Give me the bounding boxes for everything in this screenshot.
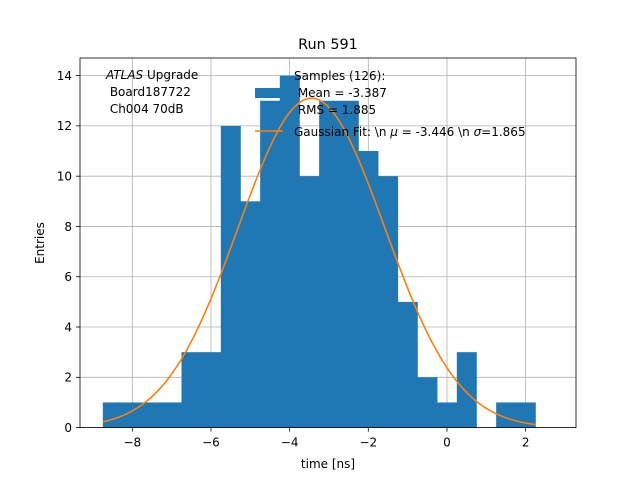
x-tick-label: 0: [443, 436, 451, 450]
x-tick-label: 2: [522, 436, 530, 450]
annotation-line-3: Ch004 70dB: [106, 102, 184, 116]
y-tick-label: 10: [57, 169, 72, 183]
y-tick-label: 14: [57, 69, 72, 83]
legend-mean-label: Mean = -3.387: [294, 86, 387, 100]
legend-mu-value: = -3.446 \n: [398, 125, 474, 139]
legend-mu-symbol: μ: [389, 125, 398, 139]
annotation-line-2: Board187722: [106, 85, 191, 99]
histogram-bar: [299, 176, 319, 427]
histogram-bar: [339, 101, 359, 428]
legend-histogram-swatch: [255, 88, 283, 98]
x-axis-ticks: −8 −6 −4 −2 0 2: [123, 428, 529, 450]
histogram-bar: [260, 101, 280, 428]
x-tick-label: −4: [281, 436, 299, 450]
histogram-bar: [319, 101, 339, 428]
legend-samples-label: Samples (126):: [294, 69, 385, 83]
histogram-bar: [457, 352, 477, 427]
annotation-line-1: ATLAS Upgrade: [105, 68, 198, 82]
legend-fit-label: Gaussian Fit: \n μ = -3.446 \n σ=1.865: [294, 125, 526, 139]
histogram-bar: [240, 201, 260, 427]
histogram-bar: [358, 151, 378, 428]
upgrade-label: Upgrade: [143, 68, 198, 82]
histogram-bar: [142, 402, 162, 427]
y-tick-label: 0: [64, 421, 72, 435]
y-axis-label: Entries: [33, 222, 47, 264]
legend-fit-prefix: Gaussian Fit: \n: [294, 125, 390, 139]
histogram-bar: [378, 176, 398, 427]
histogram-bar: [417, 377, 437, 427]
x-tick-label: −2: [359, 436, 377, 450]
histogram-bar: [103, 402, 123, 427]
y-tick-label: 2: [64, 371, 72, 385]
y-tick-label: 12: [57, 119, 72, 133]
y-tick-label: 4: [64, 320, 72, 334]
histogram-bar: [437, 402, 457, 427]
histogram-bar: [201, 352, 221, 427]
histogram-bar: [181, 352, 201, 427]
x-tick-label: −6: [202, 436, 220, 450]
y-tick-label: 6: [64, 270, 72, 284]
histogram-bar: [221, 126, 241, 428]
y-axis-ticks: 0 2 4 6 8 10 12 14: [57, 69, 80, 435]
legend: Samples (126): Mean = -3.387 RMS = 1.885…: [255, 69, 526, 139]
y-tick-label: 8: [64, 220, 72, 234]
atlas-label: ATLAS: [105, 68, 144, 82]
histogram-bar: [162, 402, 182, 427]
legend-sigma-value: =1.865: [481, 125, 525, 139]
histogram-chart: Run 591 −8 −6 −4 −2 0 2 0 2 4 6 8 10 12 14 time [ns]…: [0, 0, 640, 480]
histogram-bar: [398, 302, 418, 428]
x-axis-label: time [ns]: [301, 457, 355, 471]
chart-title: Run 591: [298, 37, 358, 53]
atlas-annotation: ATLAS Upgrade Board187722 Ch004 70dB: [105, 68, 198, 116]
x-tick-label: −8: [123, 436, 141, 450]
legend-rms-label: RMS = 1.885: [294, 103, 376, 117]
